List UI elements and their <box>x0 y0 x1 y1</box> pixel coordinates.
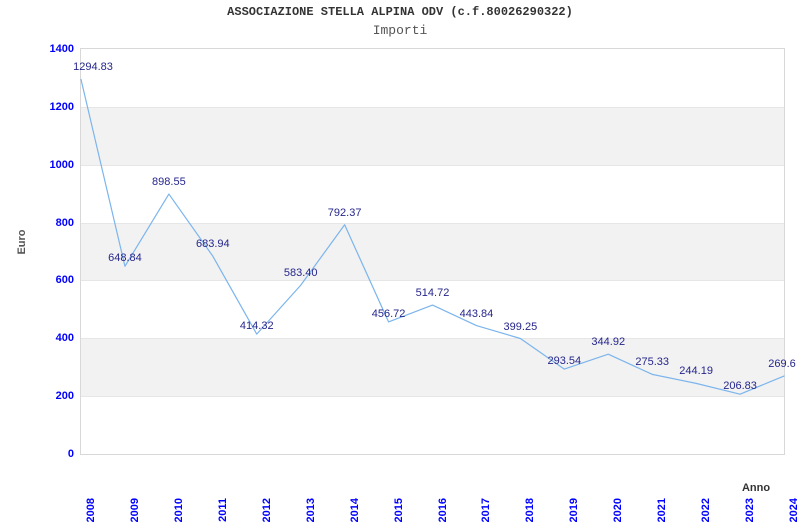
y-axis-tick-label: 1000 <box>49 158 74 171</box>
y-axis-tick-label: 600 <box>55 274 74 287</box>
x-axis-tick-label: 2012 <box>260 498 273 522</box>
chart-subtitle: Importi <box>372 23 428 38</box>
gridline <box>81 164 784 166</box>
data-point-label: 514.72 <box>415 287 450 300</box>
data-point-label: 269.6 <box>768 358 796 370</box>
y-axis-tick-label: 800 <box>55 216 74 229</box>
data-point-label: 456.72 <box>371 307 406 320</box>
x-axis-tick-label: 2024 <box>788 498 800 522</box>
y-axis-tick-label: 0 <box>67 448 74 460</box>
data-point-label: 399.25 <box>503 320 538 333</box>
data-point-label: 414.32 <box>239 320 274 333</box>
plot-area: 1294.83 648.84 898.55 683.94 414.32 583.40 792… <box>73 48 796 455</box>
x-axis-tick-label: 2020 <box>612 498 625 522</box>
data-point-label: 244.19 <box>679 365 713 378</box>
data-point-label: 344.92 <box>591 336 626 349</box>
y-axis-title: Euro <box>16 229 28 255</box>
data-point-label: 683.94 <box>195 238 230 251</box>
line-series <box>80 78 785 395</box>
gridline <box>81 106 784 108</box>
data-point-label: 443.84 <box>459 307 494 320</box>
x-axis-tick-label: 2021 <box>656 498 669 522</box>
x-axis-labels: 2008 2009 2010 2011 2012 2013 2014 2015 2016 2017… <box>80 458 800 522</box>
data-point-label: 583.40 <box>283 267 318 280</box>
x-axis-tick-label: 2019 <box>568 498 581 522</box>
x-axis-title: Anno <box>741 482 771 494</box>
gridline <box>81 396 784 398</box>
x-axis-tick-label: 2022 <box>700 498 713 522</box>
data-point-label: 275.33 <box>635 356 670 369</box>
x-axis-tick-label: 2013 <box>304 498 317 522</box>
y-axis-tick-label: 1200 <box>49 100 74 113</box>
plot-band <box>81 338 784 397</box>
y-axis-tick-label: 1400 <box>49 43 74 55</box>
data-point-label: 792.37 <box>327 206 362 219</box>
x-axis-tick-label: 2011 <box>216 498 229 522</box>
x-axis-tick-label: 2014 <box>348 498 361 522</box>
data-point-label: 206.83 <box>723 380 757 393</box>
plot-band <box>81 106 784 165</box>
data-point-label: 293.54 <box>547 355 582 368</box>
y-axis-labels: 0 200 400 600 800 1000 1200 1400 <box>0 43 74 460</box>
gridline <box>81 338 784 340</box>
x-axis-tick-label: 2015 <box>392 498 405 522</box>
gridline <box>81 222 784 224</box>
y-axis-tick-label: 400 <box>55 332 74 345</box>
x-axis-tick-label: 2009 <box>128 498 141 522</box>
x-axis-tick-label: 2016 <box>436 498 449 522</box>
chart-container: ASSOCIAZIONE STELLA ALPINA ODV (c.f.8002… <box>0 5 800 522</box>
x-axis-tick-label: 2010 <box>172 498 185 522</box>
plot-band <box>81 222 784 281</box>
gridline <box>81 280 784 282</box>
data-point-label: 648.84 <box>108 252 142 265</box>
x-axis-tick-label: 2018 <box>524 498 537 522</box>
y-axis-tick-label: 200 <box>55 390 74 403</box>
x-axis-tick-label: 2008 <box>85 498 97 522</box>
x-axis-tick-label: 2017 <box>480 498 493 522</box>
data-point-label: 1294.83 <box>73 61 113 74</box>
chart-title: ASSOCIAZIONE STELLA ALPINA ODV (c.f.8002… <box>227 5 573 19</box>
x-axis-tick-label: 2023 <box>744 498 757 522</box>
data-point-label: 898.55 <box>152 176 186 189</box>
